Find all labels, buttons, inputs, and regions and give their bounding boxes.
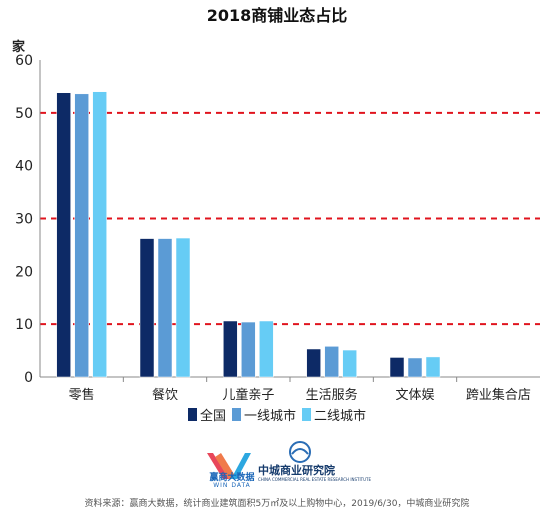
y-tick-label: 60 xyxy=(15,53,33,69)
x-tick-label: 生活服务 xyxy=(306,387,358,400)
source-note: 资料来源：赢商大数据，统计商业建筑面积5万㎡及以上购物中心，2019/6/30，… xyxy=(84,499,470,509)
bar-文体娱-二线城市 xyxy=(425,356,441,378)
x-tick-label: 零售 xyxy=(69,387,95,400)
legend-label: 全国 xyxy=(199,409,226,424)
chart-title: 2018商铺业态占比 xyxy=(206,6,348,25)
x-tick-label: 儿童亲子 xyxy=(222,387,274,400)
legend-swatch xyxy=(187,408,197,421)
bar-生活服务-全国 xyxy=(306,348,321,378)
legend-item: 全国 xyxy=(187,405,226,424)
y-tick-label: 50 xyxy=(15,106,33,122)
x-tick-label: 跨业集合店 xyxy=(466,387,531,400)
china-commercial-logo-text: 中城商业研究院 xyxy=(258,464,335,477)
legend-label: 一线城市 xyxy=(243,409,296,424)
bar-儿童亲子-全国 xyxy=(223,320,238,378)
x-tick-label: 餐饮 xyxy=(152,387,178,400)
win-data-logo-subtext: WIN DATA xyxy=(213,482,251,489)
bar-文体娱-全国 xyxy=(389,357,405,378)
legend-item: 二线城市 xyxy=(302,405,366,424)
bar-儿童亲子-一线城市 xyxy=(241,321,256,378)
bar-餐饮-二线城市 xyxy=(175,237,191,378)
legend-item: 一线城市 xyxy=(231,405,296,424)
chart-legend: 全国 一线城市 二线城市 xyxy=(0,405,554,425)
china-commercial-logo-icon xyxy=(289,441,311,463)
x-tick-label: 文体娱 xyxy=(395,388,434,400)
y-tick-label: 10 xyxy=(15,317,33,333)
bar-零售-一线城市 xyxy=(74,93,89,378)
win-data-logo-text: 赢商大数据 xyxy=(209,473,255,483)
bar-生活服务-一线城市 xyxy=(324,346,339,378)
logos-area: 赢商大数据 WIN DATA 中城商业研究院 CHINA COMMERCIAL … xyxy=(0,440,554,495)
bar-零售-全国 xyxy=(56,92,71,378)
china-commercial-logo-subtext: CHINA COMMERCIAL REAL ESTATE RESEARCH IN… xyxy=(258,477,371,482)
legend-swatch xyxy=(231,408,241,421)
y-tick-label: 30 xyxy=(15,212,33,228)
bar-零售-二线城市 xyxy=(92,91,107,378)
win-data-logo-icon xyxy=(207,453,251,479)
bar-生活服务-二线城市 xyxy=(342,349,357,378)
bar-餐饮-一线城市 xyxy=(157,238,173,378)
bar-儿童亲子-二线城市 xyxy=(259,320,274,378)
y-axis-unit-label: 家 xyxy=(12,40,26,55)
bar-chart: 0 10 20 30 40 50 60 零售 餐饮 儿童亲子 生活服务 文体娱 跨业集合店 xyxy=(15,53,540,400)
bar-文体娱-一线城市 xyxy=(407,357,423,378)
legend-label: 二线城市 xyxy=(314,409,367,424)
y-tick-label: 20 xyxy=(15,264,33,280)
y-tick-label: 0 xyxy=(24,370,33,386)
bar-餐饮-全国 xyxy=(139,238,155,378)
legend-swatch xyxy=(302,408,311,421)
y-tick-label: 40 xyxy=(15,159,33,175)
